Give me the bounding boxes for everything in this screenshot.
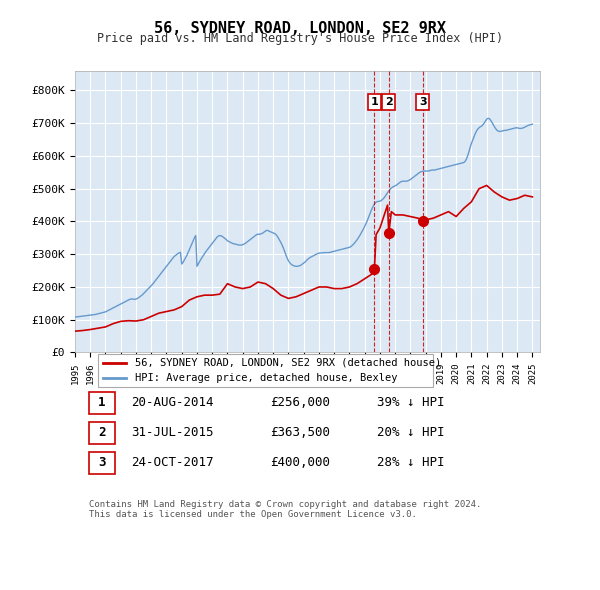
Text: 56, SYDNEY ROAD, LONDON, SE2 9RX (detached house): 56, SYDNEY ROAD, LONDON, SE2 9RX (detach… [136, 358, 442, 368]
Text: 1: 1 [371, 97, 379, 107]
Text: 3: 3 [98, 456, 105, 469]
Text: HPI: Average price, detached house, Bexley: HPI: Average price, detached house, Bexl… [136, 373, 398, 383]
Text: £400,000: £400,000 [270, 456, 330, 469]
Text: 1: 1 [98, 396, 105, 409]
Text: 2: 2 [385, 97, 392, 107]
Text: 28% ↓ HPI: 28% ↓ HPI [377, 456, 445, 469]
Text: 24-OCT-2017: 24-OCT-2017 [131, 456, 214, 469]
Text: £363,500: £363,500 [270, 427, 330, 440]
Text: 56, SYDNEY ROAD, LONDON, SE2 9RX: 56, SYDNEY ROAD, LONDON, SE2 9RX [154, 21, 446, 35]
FancyBboxPatch shape [89, 452, 115, 474]
FancyBboxPatch shape [89, 392, 115, 414]
Text: Contains HM Land Registry data © Crown copyright and database right 2024.
This d: Contains HM Land Registry data © Crown c… [89, 500, 481, 519]
FancyBboxPatch shape [89, 422, 115, 444]
FancyBboxPatch shape [98, 354, 433, 387]
Text: 2: 2 [98, 427, 105, 440]
Text: 3: 3 [419, 97, 427, 107]
Text: 20-AUG-2014: 20-AUG-2014 [131, 396, 214, 409]
Text: £256,000: £256,000 [270, 396, 330, 409]
Text: Price paid vs. HM Land Registry's House Price Index (HPI): Price paid vs. HM Land Registry's House … [97, 32, 503, 45]
Text: 31-JUL-2015: 31-JUL-2015 [131, 427, 214, 440]
Text: 39% ↓ HPI: 39% ↓ HPI [377, 396, 445, 409]
Text: 20% ↓ HPI: 20% ↓ HPI [377, 427, 445, 440]
